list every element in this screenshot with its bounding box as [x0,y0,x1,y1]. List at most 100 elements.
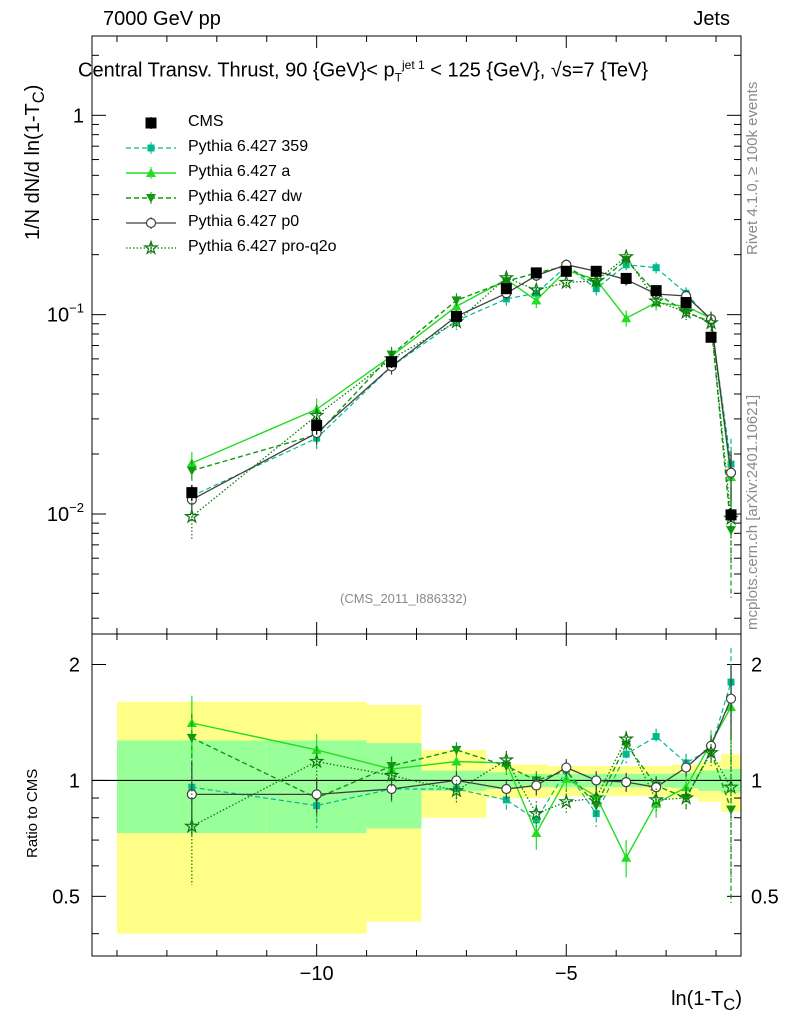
ratio-point-pp0 [591,775,602,786]
ratio-y-tick-label: 2 [751,654,762,676]
series-line-pdw [191,259,732,531]
mcplots-label: mcplots.cern.ch [arXiv:2401.10621] [744,394,761,630]
ratio-point-pp0 [531,780,542,791]
point-p359 [652,264,660,272]
ratio-series-pq2o [183,728,740,886]
analysis-id: (CMS_2011_I886332) [340,591,467,606]
point-cms [450,310,462,322]
legend-label: Pythia 6.427 p0 [188,213,300,230]
ratio-point-pp0 [311,789,322,800]
point-pa [531,295,542,305]
point-pq2o [498,269,515,285]
ratio-y-tick-label: 1 [69,770,80,792]
ratio-point-p359 [622,750,630,758]
x-tick-label: −10 [300,963,334,985]
ratio-point-pq2o [618,730,635,746]
point-pq2o [678,303,695,319]
point-pdw [186,466,197,476]
ratio-point-p359 [502,796,510,804]
y-axis-title-end: ) [22,84,44,92]
legend-entry: Pythia 6.427 a [118,160,378,185]
ratio-y-tick-label: 1 [751,770,762,792]
y-tick-label: 10−2 [47,500,84,526]
ratio-point-pp0 [680,762,692,773]
point-pq2o [648,292,665,308]
energy-label: 7000 GeV pp [103,8,221,30]
legend-marker-cms [145,117,157,129]
ratio-y-tick-label: 2 [69,654,80,676]
ratio-point-pdw [186,733,197,743]
legend: CMS Pythia 6.427 359 Pythia 6.427 a Pyth… [118,110,378,260]
series-line-pq2o [191,255,732,519]
point-cms [386,356,398,368]
x-axis-ticks: −10 −5 [116,36,717,985]
plot-title-sub: T [394,70,402,85]
point-cms [725,509,737,521]
point-cms [186,487,198,499]
ratio-point-pp0 [621,777,632,788]
y-tick-exponent: −1 [69,301,84,316]
legend-point-pq2o [142,239,160,255]
y-tick-label: 1 [73,105,84,127]
ratio-point-pp0 [561,762,572,773]
legend-marker-pa [126,167,176,179]
ratio-point-pq2o [448,782,465,798]
legend-label: Pythia 6.427 dw [188,188,302,205]
legend-label: Pythia 6.427 pro-q2o [188,238,337,255]
series-pp0 [186,259,737,511]
y-tick-exponent: −2 [69,500,84,515]
ratio-y-tick-label: 0.5 [52,886,80,908]
y-axis-title: 1/N dN/d ln(1-TC) [22,85,49,240]
point-pp0 [725,467,737,478]
point-cms [590,265,602,277]
point-pq2o [703,314,720,330]
y-axis-title-text: 1/N dN/d ln(1-T [22,103,44,240]
ratio-point-pq2o [528,805,545,821]
point-cms [560,265,572,277]
legend-entry: Pythia 6.427 359 [118,135,378,160]
ratio-point-pq2o [558,793,575,809]
ratio-point-pa [621,852,632,862]
y-axis-title-sub: C [29,91,48,104]
ratio-point-p359 [652,733,660,741]
series-line-pa [191,269,732,478]
point-pdw [451,296,462,306]
legend-entry: Pythia 6.427 pro-q2o [118,235,378,260]
ratio-point-pp0 [501,783,512,795]
ratio-point-pa [531,828,542,838]
ratio-point-pq2o [498,751,515,767]
plot-title: Central Transv. Thrust, 90 {GeV}< pTjet … [78,58,648,85]
x-axis-title-end: ) [735,988,742,1010]
point-pq2o [588,272,605,288]
jets-label: Jets [693,8,730,30]
point-cms [530,267,542,279]
plot-title-main: Central Transv. Thrust, 90 {GeV}< p [78,59,395,82]
ratio-point-pa [311,744,322,754]
legend-marker-pdw [126,192,176,204]
plot-title-rest: < 125 {GeV}, √s=7 {TeV} [424,59,649,82]
point-cms [650,285,662,297]
ratio-axis-title: Ratio to CMS [24,768,41,858]
point-cms [311,419,323,431]
legend-label: Pythia 6.427 a [188,163,291,180]
ratio-y-tick-label: 0.5 [751,886,779,908]
ratio-y-axis-ticks: 0.5 0.5 1 1 2 2 [52,654,779,935]
point-cms [500,283,512,295]
ratio-point-pq2o [308,753,325,769]
legend-point-pdw [146,194,156,203]
point-pa [621,313,632,323]
legend-label: Pythia 6.427 359 [188,138,309,155]
x-tick-label: −5 [555,963,578,985]
point-pq2o [558,274,575,290]
legend-marker-p359 [126,142,176,154]
point-pq2o [528,281,545,297]
legend-entry: CMS [118,110,378,135]
ratio-point-pq2o [678,789,695,805]
series-cms [186,265,737,523]
ratio-point-pq2o [648,791,665,807]
ratio-uncertainty-bands [116,701,741,934]
legend-point-pp0 [145,217,157,229]
ratio-point-pdw [386,762,397,772]
rivet-label: Rivet 4.1.0, ≥ 100k events [744,81,761,255]
legend-point-cms [145,117,157,129]
